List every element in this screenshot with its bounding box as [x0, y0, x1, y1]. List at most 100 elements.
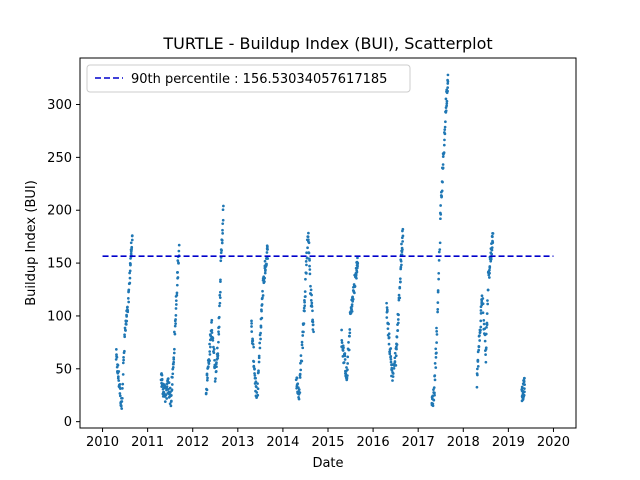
data-point: [305, 256, 309, 260]
data-point: [175, 293, 179, 297]
data-point: [478, 331, 482, 335]
data-point: [343, 358, 347, 361]
data-point: [348, 328, 352, 331]
data-point: [307, 241, 311, 245]
data-point: [485, 312, 489, 315]
x-tick-label: 2017: [402, 435, 435, 450]
x-axis: 2010 2011 2012 2013 2014 2015 2016 2017 2018 2019…: [86, 428, 570, 450]
data-point: [128, 271, 131, 275]
data-point: [204, 391, 208, 395]
data-point: [431, 404, 435, 408]
data-point: [444, 97, 448, 101]
data-point: [388, 352, 392, 356]
data-point: [130, 246, 134, 250]
data-point: [169, 404, 173, 408]
data-point: [523, 387, 526, 390]
data-point: [218, 304, 221, 308]
data-point: [177, 249, 181, 253]
x-tick-label: 2019: [492, 435, 525, 450]
data-point: [347, 341, 350, 344]
data-point: [117, 370, 121, 373]
data-point: [438, 241, 442, 245]
data-point: [346, 368, 349, 372]
data-point: [396, 329, 400, 332]
data-point: [441, 166, 445, 170]
data-point: [311, 320, 315, 324]
data-point: [342, 361, 346, 364]
data-point: [261, 296, 264, 300]
data-point: [397, 293, 401, 297]
data-point: [398, 277, 402, 281]
data-point: [306, 235, 310, 239]
data-point: [485, 322, 489, 326]
data-point: [351, 297, 355, 301]
data-point: [257, 360, 261, 364]
data-point: [307, 251, 311, 255]
data-point: [213, 358, 216, 362]
data-point: [210, 328, 214, 332]
data-point: [218, 301, 222, 305]
data-point: [305, 263, 308, 267]
data-point: [160, 377, 164, 381]
data-point: [295, 376, 299, 380]
data-point: [400, 250, 404, 254]
data-point: [122, 358, 125, 362]
data-point: [340, 341, 344, 344]
data-point: [208, 350, 212, 353]
data-point: [309, 288, 313, 292]
data-point: [212, 347, 216, 351]
data-point: [257, 354, 261, 358]
points-layer: [114, 73, 526, 410]
data-point: [389, 354, 393, 358]
data-point: [391, 372, 395, 375]
data-point: [351, 300, 355, 303]
data-point: [479, 325, 483, 329]
data-point: [256, 393, 260, 397]
data-point: [443, 132, 447, 136]
data-point: [264, 269, 267, 273]
data-point: [401, 227, 405, 231]
data-point: [398, 296, 402, 300]
data-point: [221, 218, 225, 222]
y-tick-label: 50: [55, 362, 72, 377]
data-point: [255, 385, 258, 389]
data-point: [479, 328, 482, 332]
data-point: [217, 330, 220, 334]
legend: 90th percentile : 156.53034057617185: [86, 64, 411, 93]
data-point: [306, 246, 309, 250]
data-point: [345, 378, 349, 382]
data-point: [400, 253, 404, 256]
data-point: [258, 341, 262, 345]
data-point: [206, 376, 209, 380]
data-point: [118, 392, 122, 395]
data-point: [297, 397, 301, 401]
data-point: [400, 242, 403, 246]
data-point: [219, 290, 222, 294]
data-point: [311, 323, 315, 327]
data-point: [346, 374, 349, 377]
data-point: [130, 238, 134, 242]
data-point: [477, 345, 481, 349]
data-point: [397, 321, 400, 325]
data-point: [396, 318, 400, 321]
data-point: [483, 339, 487, 343]
data-point: [391, 379, 394, 382]
data-point: [216, 354, 220, 357]
data-point: [434, 347, 438, 351]
data-point: [482, 319, 486, 322]
data-point: [266, 257, 270, 260]
data-point: [442, 151, 446, 155]
data-point: [121, 382, 125, 386]
data-point: [174, 303, 178, 306]
data-point: [265, 263, 268, 267]
data-point: [221, 228, 224, 232]
data-point: [437, 277, 440, 281]
data-point: [175, 291, 179, 295]
data-point: [299, 368, 303, 372]
data-point: [250, 325, 253, 328]
data-point: [173, 347, 176, 351]
x-tick-label: 2014: [266, 435, 299, 450]
data-point: [164, 393, 168, 397]
data-point: [304, 277, 307, 281]
data-point: [250, 319, 253, 323]
